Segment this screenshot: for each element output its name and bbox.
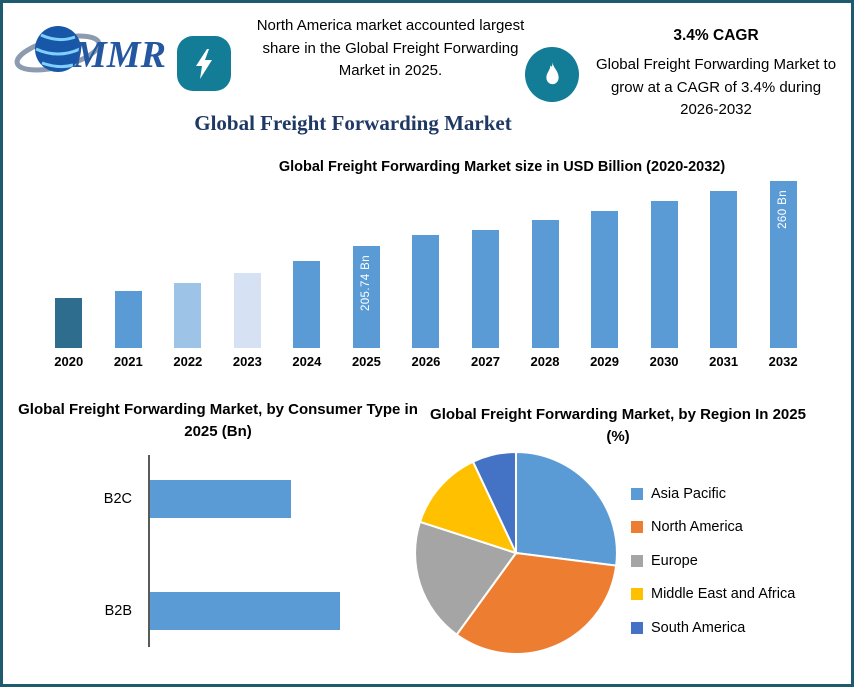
year-label-2024: 2024: [292, 354, 322, 369]
year-label-2021: 2021: [113, 354, 143, 369]
year-label-2023: 2023: [232, 354, 262, 369]
legend-item-asia-pacific: Asia Pacific: [631, 477, 795, 511]
highlight-badge-share: [177, 36, 231, 91]
bar-column-2026: [396, 181, 456, 348]
consumer-bar-b2b: [150, 592, 340, 630]
bar-column-2032: 260 Bn: [753, 181, 813, 348]
region-legend: Asia Pacific North America Europe Middle Ea…: [631, 477, 795, 645]
bar-column-2024: [277, 181, 337, 348]
bar-column-2031: [694, 181, 754, 348]
bar-column-2020: [39, 181, 99, 348]
consumer-label-b2c: B2C: [103, 491, 132, 507]
year-label-2020: 2020: [54, 354, 84, 369]
legend-swatch: [631, 521, 643, 534]
consumer-row-b2b: B2B: [23, 592, 413, 630]
pie-slice-asia-pacific: [514, 451, 618, 567]
cagr-heading: 3.4% CAGR: [673, 27, 759, 44]
bar-column-2023: [218, 181, 278, 348]
cagr-note: Global Freight Forwarding Market to grow…: [595, 56, 837, 118]
bar-column-2021: [99, 181, 159, 348]
region-chart-title: Global Freight Forwarding Market, by Reg…: [430, 406, 806, 445]
lightning-icon: [196, 48, 212, 79]
consumer-rows: B2C B2B: [23, 480, 413, 630]
year-label-2027: 2027: [471, 354, 500, 369]
pie-slice-europe: [414, 520, 518, 637]
consumer-axis-line: [148, 455, 150, 647]
year-label-2029: 2029: [590, 354, 619, 369]
year-label-2025: 2025: [351, 354, 381, 369]
pie-slice-north-america: [455, 551, 618, 655]
bar-column-2029: [575, 181, 635, 348]
cagr-block: 3.4% CAGR Global Freight Forwarding Mark…: [591, 27, 841, 122]
legend-swatch: [631, 487, 643, 500]
region-pie: [414, 451, 618, 655]
annual-chart-title: Global Freight Forwarding Market size in…: [278, 159, 726, 175]
bar-data-label-2032: 260 Bn: [777, 190, 790, 229]
legend-swatch: [631, 554, 643, 567]
annual-bars: 205.74 Bn 260 Bn: [39, 181, 813, 348]
bar-2023: [233, 273, 261, 348]
legend-label: Middle East and Africa: [651, 586, 796, 603]
logo-text: MMR: [72, 34, 166, 76]
highlight-badge-cagr: [525, 47, 579, 102]
bar-2031: [710, 191, 738, 348]
legend-label: North America: [651, 519, 743, 536]
bar-data-label-2025: 205.74 Bn: [360, 255, 373, 312]
legend-item-south-america: South America: [631, 611, 795, 645]
legend-label: Europe: [651, 552, 698, 569]
legend-swatch: [631, 621, 643, 634]
bar-2025: 205.74 Bn: [352, 246, 380, 348]
north-america-note: North America market accounted largest s…: [256, 17, 525, 79]
consumer-row-b2c: B2C: [23, 480, 413, 518]
flame-icon: [545, 61, 559, 84]
legend-item-north-america: North America: [631, 511, 795, 545]
bar-2024: [293, 261, 321, 348]
consumer-bar-b2c: [150, 480, 291, 518]
year-label-2030: 2030: [649, 354, 679, 369]
year-label-2028: 2028: [530, 354, 560, 369]
bar-2029: [591, 211, 619, 348]
bar-column-2022: [158, 181, 218, 348]
bar-2021: [114, 291, 142, 348]
annual-year-axis: 2020 2021 2022 2023 2024 2025 2026 2027 2028 2029…: [39, 354, 813, 369]
legend-item-middle-east-and-africa: Middle East and Africa: [631, 578, 795, 612]
consumer-chart-title: Global Freight Forwarding Market, by Con…: [18, 401, 418, 440]
year-label-2026: 2026: [411, 354, 441, 369]
bar-2030: [650, 201, 678, 348]
page-title: Global Freight Forwarding Market: [194, 111, 512, 135]
pie-slice-middle-east-and-africa: [418, 460, 518, 555]
bar-2032: 260 Bn: [769, 181, 797, 348]
bar-column-2028: [515, 181, 575, 348]
legend-label: Asia Pacific: [651, 485, 726, 502]
legend-label: South America: [651, 619, 746, 636]
year-label-2031: 2031: [709, 354, 739, 369]
bar-2026: [412, 235, 440, 348]
consumer-label-b2b: B2B: [104, 603, 132, 619]
legend-item-europe: Europe: [631, 544, 795, 578]
year-label-2032: 2032: [768, 354, 798, 369]
bar-2027: [471, 230, 499, 348]
pie-slice-south-america: [471, 451, 518, 554]
bar-column-2025: 205.74 Bn: [337, 181, 397, 348]
bar-2028: [531, 220, 559, 348]
bar-column-2027: [456, 181, 516, 348]
bar-2020: [55, 298, 83, 348]
bar-column-2030: [634, 181, 694, 348]
legend-swatch: [631, 588, 643, 601]
year-label-2022: 2022: [173, 354, 203, 369]
mmr-logo: MMR: [14, 26, 166, 76]
bar-2022: [174, 283, 202, 348]
